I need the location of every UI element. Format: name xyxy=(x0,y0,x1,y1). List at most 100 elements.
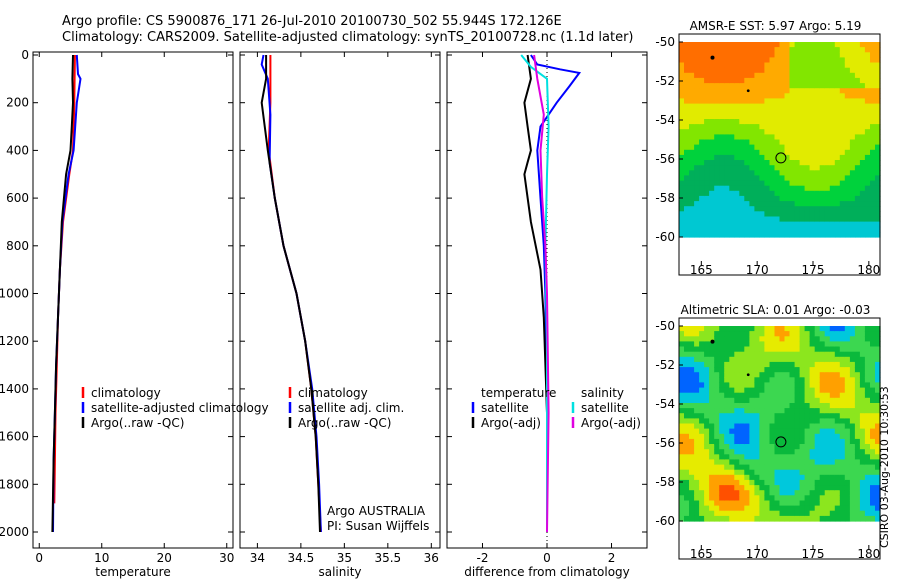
map-pixel-cell xyxy=(779,129,786,135)
map-pixel-cell xyxy=(814,47,821,53)
map-pixel-cell xyxy=(819,67,826,74)
map-pixel-cell xyxy=(859,433,866,440)
map-pixel-cell xyxy=(844,175,851,182)
map-pixel-cell xyxy=(864,175,871,182)
map-pixel-cell xyxy=(794,505,801,512)
map-pixel-cell xyxy=(859,469,866,476)
map-frame xyxy=(678,317,881,560)
map-pixel-cell xyxy=(724,98,730,105)
map-pixel-cell xyxy=(759,206,765,212)
map-pixel-cell xyxy=(754,382,760,389)
map-pixel-cell xyxy=(739,449,745,455)
map-pixel-cell xyxy=(824,459,831,466)
map-pixel-cell xyxy=(794,221,801,228)
map-pixel-cell xyxy=(679,356,685,363)
map-pixel-cell xyxy=(769,67,776,74)
map-pixel-cell xyxy=(764,88,770,94)
map-pixel-cell xyxy=(714,356,720,363)
map-pixel-cell xyxy=(864,211,871,217)
map-pixel-cell xyxy=(849,216,856,223)
map-pixel-cell xyxy=(834,103,841,110)
map-pixel-cell xyxy=(859,423,866,430)
map-pixel-cell xyxy=(744,144,750,151)
map-pixel-cell xyxy=(714,134,720,141)
map-pixel-cell xyxy=(739,454,745,460)
map-pixel-cell xyxy=(744,341,750,348)
map-pixel-cell xyxy=(809,479,816,486)
map-pixel-cell xyxy=(849,336,856,342)
map-pixel-cell xyxy=(714,500,720,507)
map-pixel-cell xyxy=(784,485,791,491)
map-pixel-cell xyxy=(754,129,760,135)
map-pixel-cell xyxy=(774,129,781,135)
map-pixel-cell xyxy=(689,444,695,450)
map-pixel-cell xyxy=(824,72,831,79)
x-tick-label: -2 xyxy=(476,551,488,565)
map-pixel-cell xyxy=(849,154,856,161)
map-pixel-cell xyxy=(799,495,806,501)
map-pixel-cell xyxy=(854,392,861,399)
map-pixel-cell xyxy=(814,515,821,522)
map-pixel-cell xyxy=(839,108,846,115)
map-pixel-cell xyxy=(834,98,841,105)
map-pixel-cell xyxy=(744,351,750,358)
map-pixel-cell xyxy=(829,149,836,156)
map-pixel-cell xyxy=(839,505,846,512)
map-pixel-cell xyxy=(870,377,876,383)
map-pixel-cell xyxy=(714,326,720,332)
map-pixel-cell xyxy=(739,88,745,94)
map-pixel-cell xyxy=(804,154,811,161)
map-pixel-cell xyxy=(779,403,786,409)
map-pixel-cell xyxy=(709,113,715,120)
map-pixel-cell xyxy=(774,438,781,445)
map-pixel-cell xyxy=(839,67,846,74)
map-pixel-cell xyxy=(734,341,740,348)
map-pixel-cell xyxy=(769,139,776,146)
map-pixel-cell xyxy=(779,67,786,74)
x-tick-label: 36 xyxy=(424,551,439,565)
map-pixel-cell xyxy=(794,57,801,64)
map-pixel-cell xyxy=(734,129,740,135)
map-pixel-cell xyxy=(724,149,730,156)
map-pixel-cell xyxy=(759,98,765,105)
map-pixel-cell xyxy=(824,397,831,404)
map-pixel-cell xyxy=(779,510,786,517)
map-pixel-cell xyxy=(784,444,791,450)
map-pixel-cell xyxy=(854,201,861,207)
map-pixel-cell xyxy=(719,139,725,146)
map-pixel-cell xyxy=(789,403,796,409)
map-pixel-cell xyxy=(729,139,735,146)
map-pixel-cell xyxy=(774,490,781,496)
map-pixel-cell xyxy=(709,474,715,481)
map-pixel-cell xyxy=(714,372,720,378)
map-pixel-cell xyxy=(819,392,826,399)
map-pixel-cell xyxy=(694,119,700,125)
map-pixel-cell xyxy=(724,351,730,358)
map-pixel-cell xyxy=(844,129,851,135)
island-mark xyxy=(746,89,750,93)
map-pixel-cell xyxy=(864,185,871,192)
map-pixel-cell xyxy=(844,474,851,481)
map-pixel-cell xyxy=(764,72,770,79)
map-pixel-cell xyxy=(824,119,831,125)
map-pixel-cell xyxy=(749,356,755,363)
map-pixel-cell xyxy=(789,459,796,466)
map-pixel-cell xyxy=(754,98,760,105)
map-pixel-cell xyxy=(704,479,710,486)
map-pixel-cell xyxy=(689,134,695,141)
map-pixel-cell xyxy=(789,479,796,486)
map-pixel-cell xyxy=(784,231,791,238)
map-pixel-cell xyxy=(804,331,811,337)
map-pixel-cell xyxy=(789,351,796,358)
map-pixel-cell xyxy=(794,500,801,507)
map-pixel-cell xyxy=(704,433,710,440)
x-tick-label: 35 xyxy=(337,551,352,565)
map-pixel-cell xyxy=(689,341,695,348)
map-pixel-cell xyxy=(784,367,791,373)
map-pixel-cell xyxy=(744,67,750,74)
map-pixel-cell xyxy=(864,139,871,146)
map-pixel-cell xyxy=(699,403,705,409)
map-pixel-cell xyxy=(704,397,710,404)
map-pixel-cell xyxy=(779,180,786,187)
